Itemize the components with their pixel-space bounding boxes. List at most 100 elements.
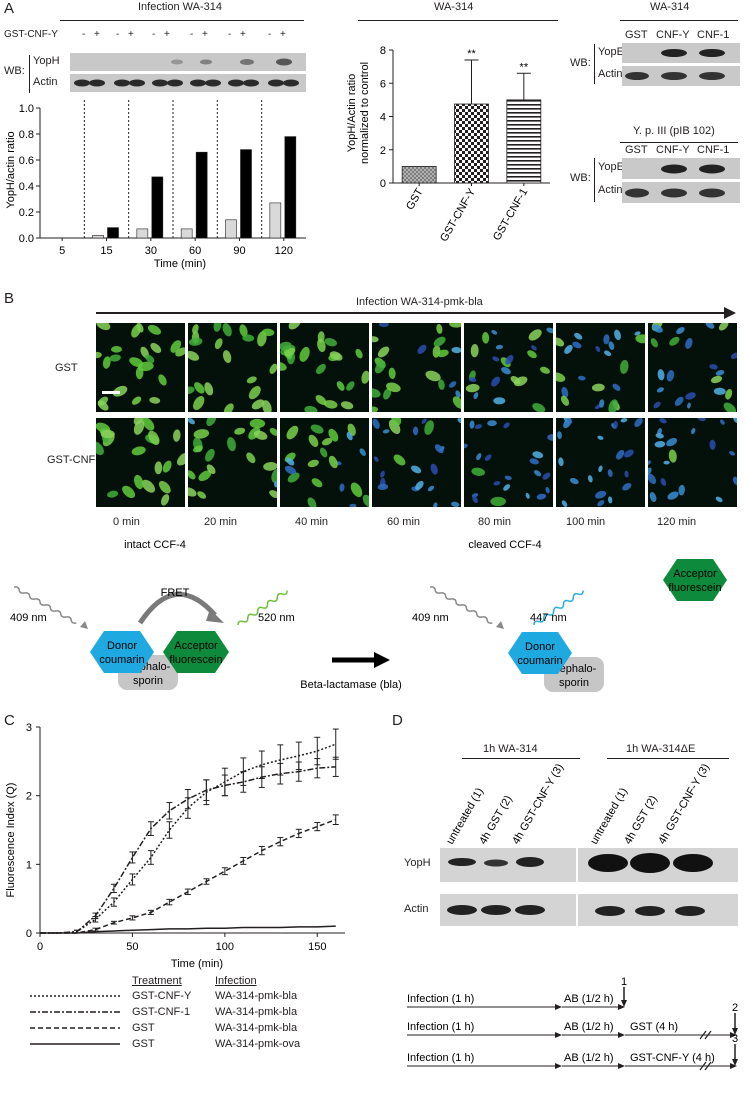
panel-a-bar-chart: YopH/actin ratio Time (min) 0.0 0.2 0.4 0.6… bbox=[5, 100, 306, 270]
axis-label-y: YopH/actin ratio bbox=[5, 131, 17, 208]
cell bbox=[655, 433, 664, 439]
legend-header-treatment: Treatment bbox=[132, 975, 182, 987]
cell bbox=[469, 420, 475, 429]
wb-bottom-blot bbox=[622, 158, 740, 203]
timeline-infection: Infection (1 h) bbox=[407, 1021, 474, 1033]
cephalo-text-2: sporin bbox=[559, 677, 589, 689]
timeline-marker-label: 1 bbox=[621, 976, 627, 988]
cell bbox=[97, 400, 109, 411]
cell bbox=[622, 482, 632, 491]
cell bbox=[436, 323, 443, 334]
panel-d-yoph-blot bbox=[440, 848, 738, 882]
micrograph-tile bbox=[188, 418, 277, 507]
cell bbox=[674, 396, 684, 406]
cell bbox=[536, 493, 547, 500]
cell bbox=[349, 503, 357, 507]
cell bbox=[493, 397, 506, 405]
sign: - bbox=[82, 29, 86, 40]
x-tick-label: 30 bbox=[145, 245, 157, 257]
cell bbox=[359, 448, 366, 456]
y-tick-label: 0 bbox=[380, 178, 386, 190]
cell bbox=[111, 346, 122, 353]
cell bbox=[449, 323, 461, 328]
cell bbox=[206, 464, 216, 474]
cell bbox=[158, 480, 171, 494]
cell bbox=[472, 495, 478, 504]
cell bbox=[257, 331, 267, 347]
cell bbox=[372, 418, 380, 429]
timeline-ab: AB (1/2 h) bbox=[564, 993, 614, 1005]
cell bbox=[193, 429, 210, 439]
wb-top-lane-cnfy: CNF-Y bbox=[656, 29, 690, 41]
cell bbox=[529, 458, 539, 465]
arrowhead bbox=[732, 1028, 738, 1035]
cell bbox=[608, 399, 619, 412]
arrowhead bbox=[618, 1004, 625, 1010]
series-line bbox=[40, 818, 337, 934]
cell bbox=[484, 454, 492, 461]
cell bbox=[667, 491, 679, 500]
panel-a-normalized-chart: YopH/Actin ratio normalized to control 0… bbox=[346, 45, 550, 244]
cell bbox=[362, 494, 369, 507]
cell bbox=[170, 340, 182, 353]
cell bbox=[451, 501, 460, 507]
cell bbox=[452, 396, 461, 409]
cell bbox=[192, 324, 199, 335]
cell bbox=[427, 485, 435, 492]
arrowhead bbox=[730, 1032, 737, 1038]
cell bbox=[604, 350, 612, 357]
cell bbox=[668, 449, 677, 463]
legend-treatment: GST-CNF-1 bbox=[132, 1006, 191, 1018]
bar bbox=[151, 176, 164, 239]
cell bbox=[660, 478, 667, 486]
bar bbox=[284, 136, 297, 239]
cell bbox=[607, 496, 613, 504]
cell bbox=[372, 388, 381, 398]
cell bbox=[188, 470, 196, 480]
panel-d-lane-labels: untreated (1) 4h GST (2) 4h GST-CNF-Y (3… bbox=[444, 762, 712, 847]
sign: + bbox=[280, 29, 286, 40]
cell bbox=[474, 424, 483, 429]
wb-top-row-yope: YopE bbox=[598, 46, 624, 58]
group-label-left: 1h WA-314 bbox=[483, 743, 538, 755]
cell bbox=[574, 332, 583, 340]
legend-header-infection: Infection bbox=[215, 975, 257, 987]
micrograph-tile bbox=[648, 418, 737, 507]
cell bbox=[307, 459, 319, 468]
timeline-treatment: GST (4 h) bbox=[630, 1021, 678, 1033]
cell bbox=[96, 441, 104, 456]
cell bbox=[193, 445, 203, 453]
cell bbox=[437, 349, 449, 358]
cell bbox=[656, 387, 664, 393]
timepoint-label: 20 min bbox=[204, 516, 238, 528]
axis-label-x: Time (min) bbox=[154, 258, 206, 270]
cell bbox=[382, 429, 390, 434]
cell bbox=[372, 336, 379, 343]
bar bbox=[92, 235, 104, 239]
cell bbox=[433, 502, 438, 507]
cell bbox=[710, 375, 723, 384]
sign: - bbox=[190, 29, 194, 40]
cell bbox=[495, 344, 504, 350]
micrograph-tile bbox=[96, 418, 185, 507]
acceptor-text-1: Acceptor bbox=[673, 568, 717, 580]
cell bbox=[323, 400, 338, 409]
axis-label-y-line1: YopH/Actin ratio bbox=[346, 74, 358, 152]
cell bbox=[316, 363, 326, 375]
cell bbox=[206, 418, 217, 426]
cell bbox=[612, 383, 621, 391]
cell bbox=[142, 418, 155, 431]
cell bbox=[556, 372, 566, 382]
cell bbox=[299, 346, 310, 362]
cell bbox=[566, 418, 573, 424]
y-tick-label: 0.0 bbox=[19, 233, 34, 245]
cell bbox=[136, 323, 144, 333]
cell bbox=[100, 429, 115, 439]
cell bbox=[648, 460, 651, 466]
cell bbox=[540, 366, 550, 374]
cell bbox=[308, 434, 319, 447]
cell bbox=[561, 500, 568, 507]
cell bbox=[687, 402, 691, 409]
cell bbox=[346, 431, 353, 441]
y-tick-label: 0.2 bbox=[19, 207, 34, 219]
